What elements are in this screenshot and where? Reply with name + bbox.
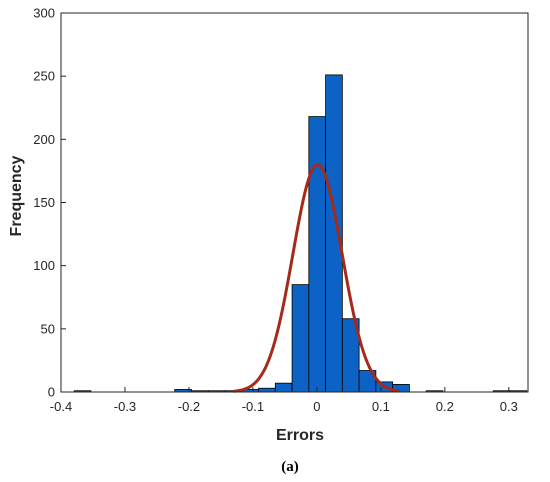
y-tick-label-3: 150: [33, 195, 55, 210]
y-tick-label-2: 100: [33, 258, 55, 273]
normal-fit-curve: [233, 163, 401, 393]
y-axis-label: Frequency: [8, 155, 25, 236]
x-tick-label-7: 0.3: [500, 399, 518, 414]
histogram-bars: [73, 74, 528, 393]
x-tick-label-0: -0.4: [50, 399, 72, 414]
x-tick-label-2: -0.2: [178, 399, 200, 414]
y-tick-label-6: 300: [33, 6, 55, 21]
y-tick-label-1: 50: [41, 321, 55, 336]
x-tick-label-4: 0: [313, 399, 320, 414]
x-tick-label-1: -0.3: [114, 399, 136, 414]
y-tick-label-5: 250: [33, 69, 55, 84]
x-tick-label-3: -0.1: [242, 399, 264, 414]
x-tick-label-6: 0.2: [436, 399, 454, 414]
x-axis-label: Errors: [276, 427, 324, 444]
y-axis-ticks: 0 50 100 150 200 250 300: [33, 6, 66, 400]
histogram-bar-7: [274, 382, 293, 393]
x-axis-ticks: -0.4 -0.3 -0.2 -0.1 0 0.1 0.2 0.3: [50, 387, 518, 414]
histogram-bar-8: [291, 284, 310, 393]
histogram-bar-6: [258, 387, 276, 393]
y-tick-label-4: 200: [33, 132, 55, 147]
histogram-bar-9: [308, 116, 326, 393]
y-tick-label-0: 0: [48, 385, 55, 400]
x-tick-label-5: 0.1: [372, 399, 390, 414]
figure-caption: (a): [281, 459, 299, 475]
